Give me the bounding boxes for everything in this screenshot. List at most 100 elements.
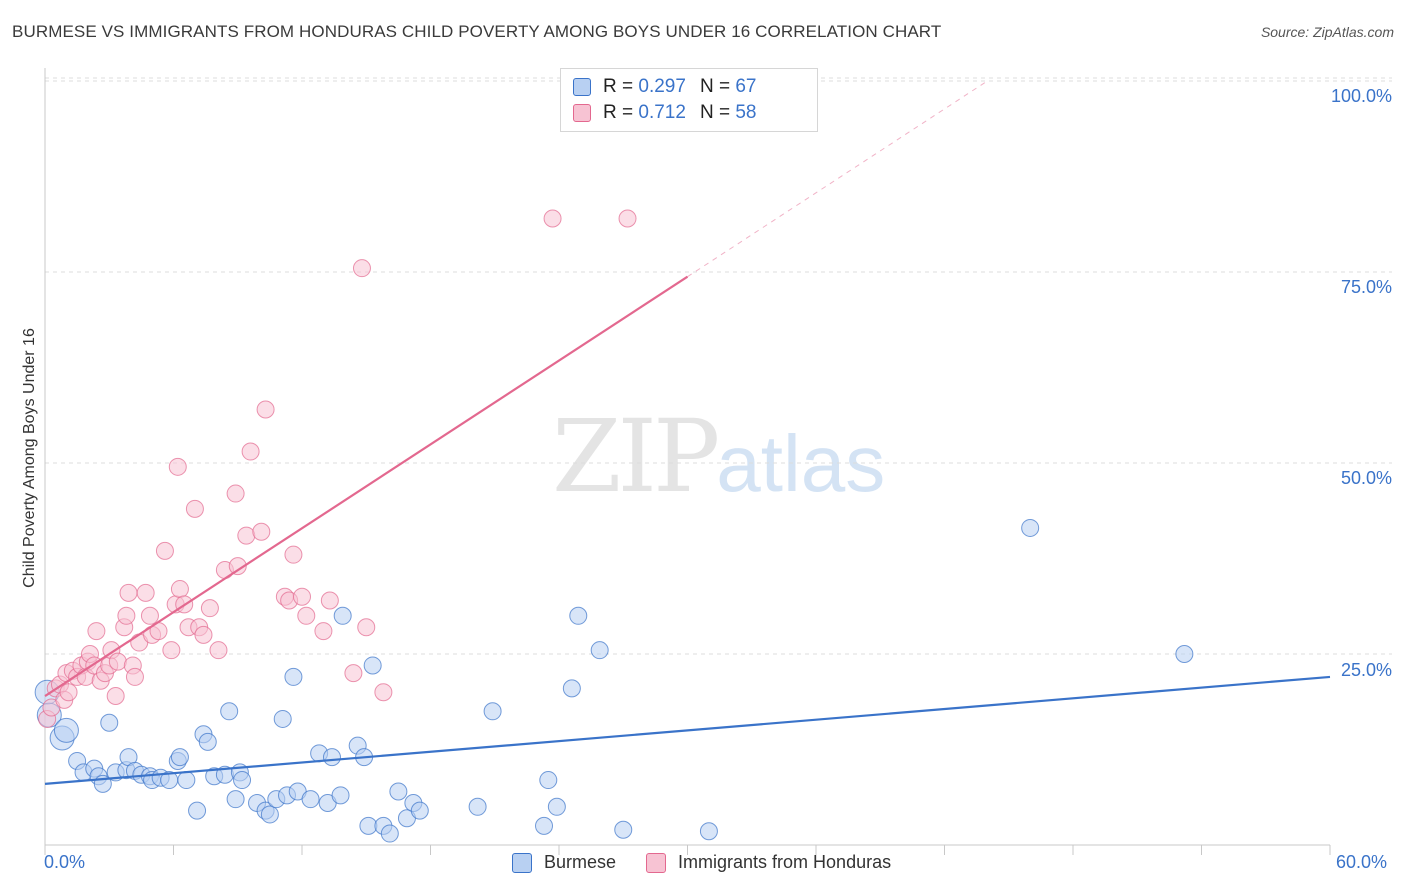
honduras-point [194,625,213,644]
correlation-legend: R = 0.297 N = 67 R = 0.712 N = 58 [560,68,818,132]
honduras-point [237,526,256,545]
honduras-point [117,606,136,625]
burmese-point [198,732,217,751]
burmese-point [322,748,341,767]
honduras-point [108,652,127,671]
legend-row-honduras: R = 0.712 N = 58 [573,101,756,125]
burmese-point [233,771,252,790]
chart-title: BURMESE VS IMMIGRANTS FROM HONDURAS CHIL… [12,22,942,41]
honduras-point [170,580,189,599]
y-tick-label-75: 75.0% [1340,277,1392,297]
n-value: 67 [735,76,757,97]
burmese-point [226,790,245,809]
burmese-point [590,641,609,660]
burmese-point [170,748,189,767]
honduras-swatch [573,104,591,122]
honduras-point [374,683,393,702]
source-credit: Source: ZipAtlas.com [1260,24,1394,40]
honduras-point [314,622,333,641]
burmese-point [569,606,588,625]
burmese-point [483,702,502,721]
watermark-zip: ZIP [552,398,720,515]
honduras-point [140,606,159,625]
y-tick-label-100: 100.0% [1330,86,1392,106]
series-legend: Burmese Immigrants from Honduras [512,852,921,873]
honduras-swatch [646,852,667,873]
honduras-point [59,683,78,702]
y-axis-label: Child Poverty Among Boys Under 16 [21,328,38,588]
honduras-point [297,606,316,625]
x-tick-label-min: 0.0% [44,852,86,872]
honduras-point [252,522,271,541]
burmese-point [177,771,196,790]
honduras-point [256,400,275,419]
burmese-point [260,805,279,824]
burmese-point [380,824,399,843]
burmese-point [539,771,558,790]
burmese-point [699,822,718,841]
burmese-swatch [512,852,532,873]
burmese-point [53,717,79,743]
honduras-point [185,499,204,518]
burmese-point [331,786,350,805]
r-value: 0.712 [638,102,686,123]
honduras-point [543,209,562,228]
burmese-point [1175,645,1194,663]
honduras-point [119,583,138,602]
x-tick-label-max: 60.0% [1336,852,1388,872]
burmese-point [562,679,581,698]
honduras-point [209,641,228,660]
honduras-point [200,599,219,618]
burmese-point [359,816,378,835]
honduras-point [155,541,174,560]
honduras-point [168,457,187,476]
honduras-point [106,687,125,706]
burmese-point [614,820,633,839]
trend-line-0 [44,675,1331,785]
legend-row-burmese: R = 0.297 N = 67 [573,75,756,99]
burmese-point [410,801,429,820]
r-label: R = [603,76,634,97]
legend-label: Burmese [544,852,617,872]
honduras-point [226,484,245,503]
honduras-point [344,664,363,683]
honduras-point [228,557,247,576]
honduras-point [357,618,376,637]
burmese-point [468,797,487,816]
burmese-point [363,656,382,675]
honduras-point [293,587,311,606]
burmese-swatch [573,78,591,96]
burmese-point [284,667,303,686]
legend-label: Immigrants from Honduras [678,852,892,872]
burmese-point [273,709,292,728]
burmese-point [220,702,239,721]
honduras-point [618,209,637,228]
burmese-point [547,797,566,816]
honduras-point [87,622,106,641]
trend-line-1 [44,275,689,697]
n-value: 58 [735,102,757,123]
burmese-point [1021,518,1040,537]
y-tick-label-50: 50.0% [1340,468,1392,488]
legend-item-burmese[interactable]: Burmese [512,852,616,873]
r-value: 0.297 [638,76,686,97]
legend-item-honduras[interactable]: Immigrants from Honduras [646,852,891,873]
burmese-point [301,790,320,809]
watermark: ZIPatlas [552,398,885,515]
honduras-point [125,667,144,686]
burmese-point [333,606,352,625]
honduras-point [241,442,260,461]
burmese-point [188,801,207,820]
n-label: N = [699,102,731,123]
y-tick-label-25: 25.0% [1340,660,1392,680]
honduras-point [284,545,303,564]
honduras-point [136,583,155,602]
burmese-point [535,816,554,835]
burmese-point [389,782,408,801]
r-label: R = [603,102,634,123]
honduras-point [320,591,339,610]
burmese-point [100,713,119,732]
honduras-point [162,641,181,660]
honduras-point [352,259,371,278]
